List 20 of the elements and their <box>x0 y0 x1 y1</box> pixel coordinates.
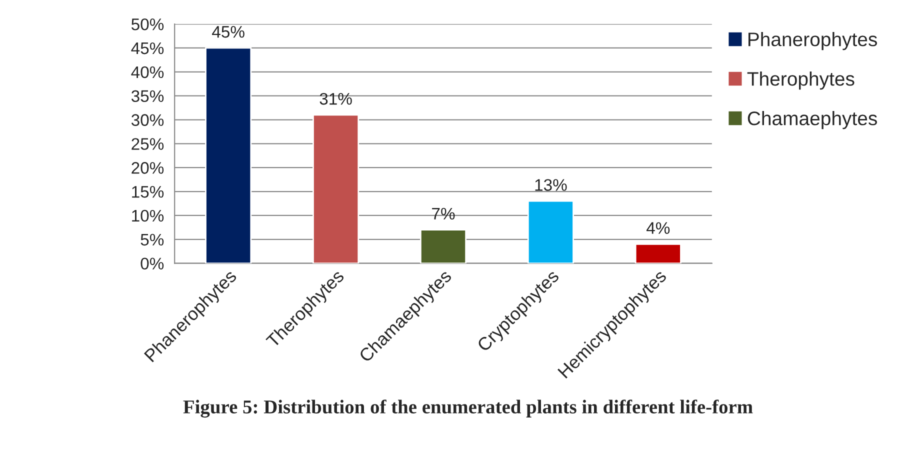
data-label: 4% <box>646 222 670 234</box>
y-tick-label: 30% <box>131 114 164 126</box>
y-tick-label: 15% <box>132 186 164 198</box>
data-label: 7% <box>432 208 455 220</box>
legend-label: Chamaephytes <box>748 111 877 130</box>
data-label: 45% <box>212 26 244 38</box>
y-tick-label: 25% <box>132 138 164 150</box>
data-label: 13% <box>535 179 567 191</box>
data-label: 31% <box>320 92 352 105</box>
caption: Figure 5: Distribution of the enumerated plants in different life-form <box>183 400 753 418</box>
legend-label: Phanerophytes <box>748 32 877 50</box>
y-tick-label: 45% <box>131 42 164 54</box>
y-tick-label: 35% <box>131 90 164 102</box>
legend-label: Therophytes <box>747 72 854 90</box>
y-tick-label: 5% <box>140 234 164 246</box>
y-tick-label: 50% <box>131 18 164 30</box>
y-tick-label: 20% <box>132 162 164 174</box>
y-tick-label: 0% <box>140 258 164 270</box>
y-tick-label: 40% <box>131 66 164 78</box>
y-tick-label: 10% <box>132 210 164 222</box>
